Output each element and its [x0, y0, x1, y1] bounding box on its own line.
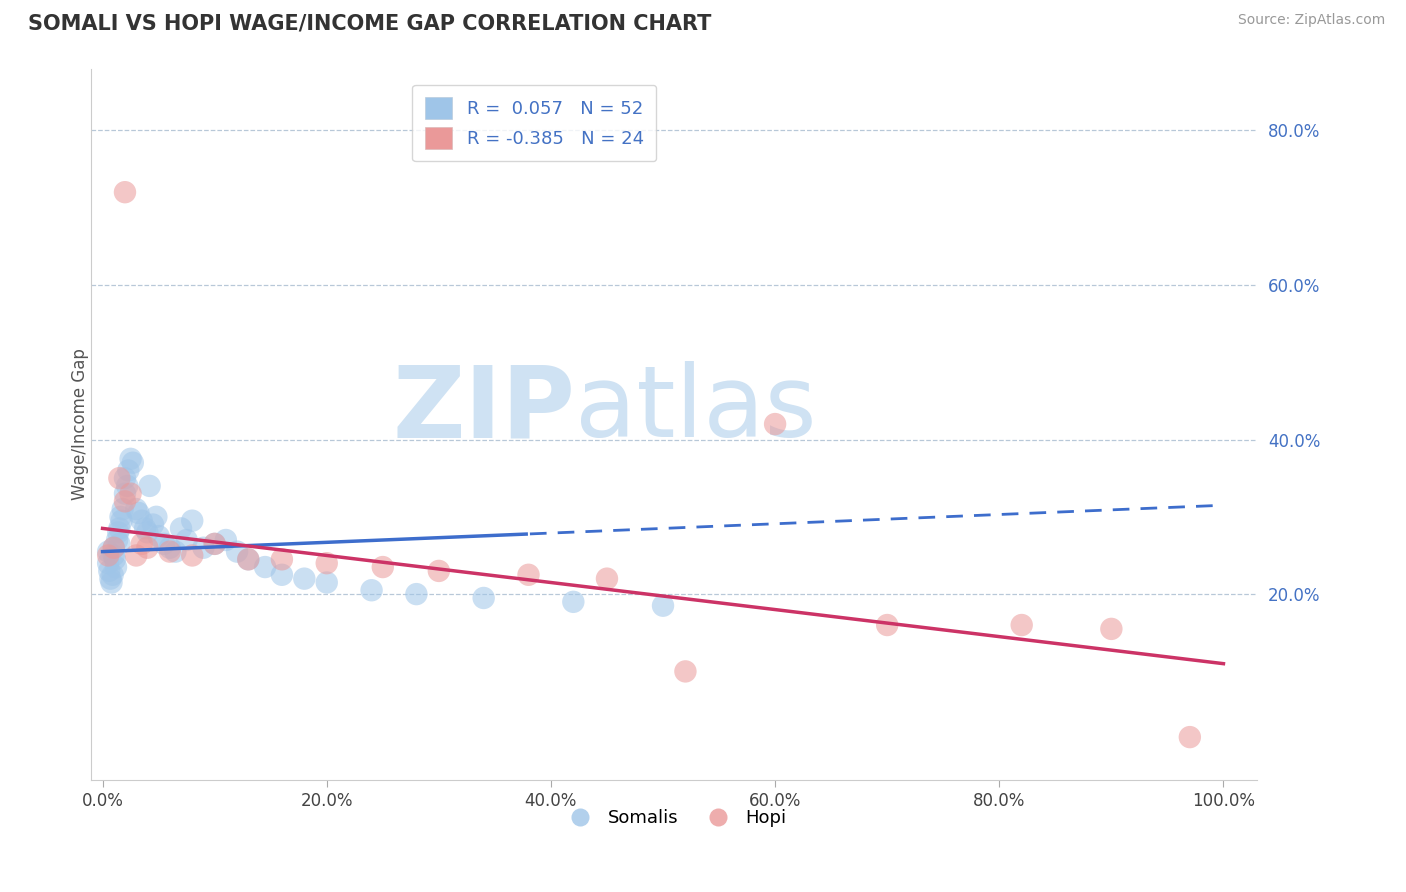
Point	[142, 517, 165, 532]
Point	[127, 506, 149, 520]
Point	[1099, 622, 1122, 636]
Point	[204, 537, 226, 551]
Point	[117, 463, 139, 477]
Point	[254, 560, 277, 574]
Point	[675, 665, 697, 679]
Point	[271, 567, 294, 582]
Point	[103, 541, 125, 555]
Point	[315, 575, 337, 590]
Point	[204, 537, 226, 551]
Point	[136, 541, 159, 555]
Point	[114, 185, 136, 199]
Point	[114, 471, 136, 485]
Point	[100, 572, 122, 586]
Point	[1011, 618, 1033, 632]
Point	[145, 509, 167, 524]
Text: ZIP: ZIP	[392, 361, 575, 458]
Point	[111, 502, 134, 516]
Point	[238, 552, 260, 566]
Point	[108, 521, 131, 535]
Point	[371, 560, 394, 574]
Point	[148, 529, 170, 543]
Point	[405, 587, 427, 601]
Point	[138, 479, 160, 493]
Legend: Somalis, Hopi: Somalis, Hopi	[555, 802, 793, 835]
Point	[131, 514, 153, 528]
Point	[134, 521, 156, 535]
Point	[97, 549, 120, 563]
Point	[105, 560, 128, 574]
Point	[103, 541, 125, 555]
Point	[120, 451, 142, 466]
Point	[159, 544, 181, 558]
Point	[193, 541, 215, 555]
Point	[97, 556, 120, 570]
Point	[100, 575, 122, 590]
Point	[121, 456, 143, 470]
Point	[315, 556, 337, 570]
Point	[115, 479, 138, 493]
Point	[763, 417, 786, 431]
Point	[562, 595, 585, 609]
Point	[215, 533, 238, 547]
Point	[110, 514, 132, 528]
Point	[153, 537, 176, 551]
Point	[107, 525, 129, 540]
Point	[131, 537, 153, 551]
Point	[176, 533, 198, 547]
Point	[165, 544, 187, 558]
Point	[876, 618, 898, 632]
Text: SOMALI VS HOPI WAGE/INCOME GAP CORRELATION CHART: SOMALI VS HOPI WAGE/INCOME GAP CORRELATI…	[28, 13, 711, 33]
Point	[159, 541, 181, 555]
Point	[238, 552, 260, 566]
Point	[125, 549, 148, 563]
Point	[98, 564, 121, 578]
Point	[360, 583, 382, 598]
Point	[103, 549, 125, 563]
Point	[108, 537, 131, 551]
Text: Source: ZipAtlas.com: Source: ZipAtlas.com	[1237, 13, 1385, 28]
Point	[104, 552, 127, 566]
Point	[170, 521, 193, 535]
Point	[136, 525, 159, 540]
Point	[226, 544, 249, 558]
Point	[114, 486, 136, 500]
Point	[652, 599, 675, 613]
Point	[472, 591, 495, 605]
Point	[108, 471, 131, 485]
Point	[181, 514, 204, 528]
Point	[120, 486, 142, 500]
Point	[114, 494, 136, 508]
Y-axis label: Wage/Income Gap: Wage/Income Gap	[72, 348, 89, 500]
Point	[292, 572, 315, 586]
Text: atlas: atlas	[575, 361, 817, 458]
Point	[1178, 730, 1201, 744]
Point	[596, 572, 619, 586]
Point	[517, 567, 540, 582]
Point	[101, 567, 124, 582]
Point	[97, 544, 120, 558]
Point	[181, 549, 204, 563]
Point	[125, 502, 148, 516]
Point	[427, 564, 450, 578]
Point	[271, 552, 294, 566]
Point	[110, 509, 132, 524]
Point	[105, 533, 128, 547]
